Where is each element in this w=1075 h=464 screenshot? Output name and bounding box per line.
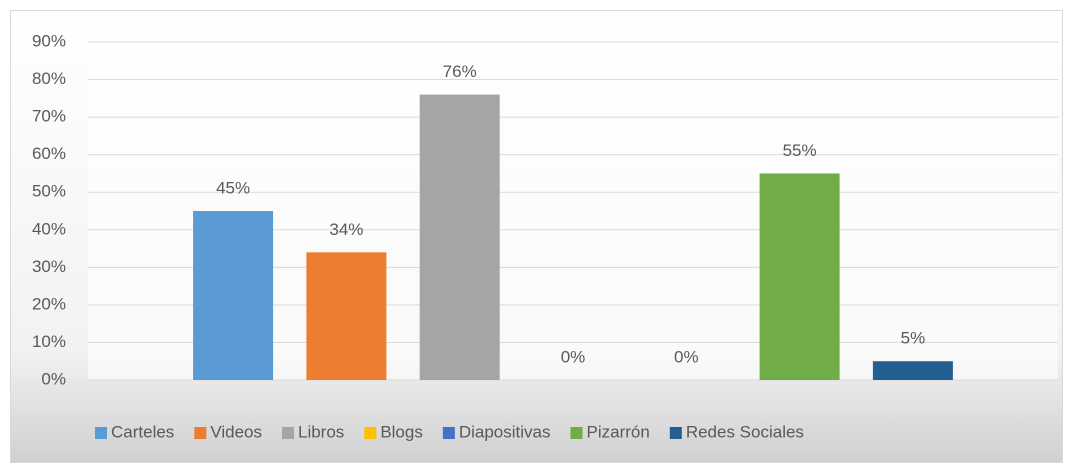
- y-tick-label: 10%: [32, 332, 66, 351]
- bar: [872, 361, 953, 380]
- bar: [193, 211, 274, 380]
- legend-label: Carteles: [111, 422, 174, 441]
- legend-label: Diapositivas: [459, 422, 551, 441]
- y-tick-label: 80%: [32, 69, 66, 88]
- legend-swatch: [364, 427, 377, 439]
- bar: [306, 252, 387, 380]
- legend-label: Libros: [298, 422, 344, 441]
- legend-label: Redes Sociales: [686, 422, 804, 441]
- bar: [419, 94, 500, 381]
- legend-swatch: [442, 427, 455, 439]
- y-tick-label: 0%: [41, 369, 66, 388]
- data-label: 0%: [561, 347, 586, 366]
- data-label: 5%: [901, 329, 926, 348]
- data-label: 45%: [216, 178, 250, 197]
- y-tick-label: 40%: [32, 219, 66, 238]
- legend-label: Pizarrón: [587, 422, 650, 441]
- data-label: 55%: [783, 141, 817, 160]
- y-tick-label: 50%: [32, 182, 66, 201]
- legend-swatch: [570, 427, 583, 439]
- data-label: 34%: [329, 220, 363, 239]
- legend-label: Videos: [210, 422, 262, 441]
- legend-label: Blogs: [380, 422, 423, 441]
- y-tick-label: 30%: [32, 257, 66, 276]
- y-tick-label: 60%: [32, 144, 66, 163]
- y-tick-label: 90%: [32, 31, 66, 50]
- legend-swatch: [194, 427, 207, 439]
- y-tick-label: 20%: [32, 294, 66, 313]
- legend-swatch: [669, 427, 682, 439]
- data-label: 76%: [443, 62, 477, 81]
- legend-swatch: [95, 427, 107, 439]
- data-label: 0%: [674, 347, 699, 366]
- legend-swatch: [282, 427, 294, 439]
- y-tick-label: 70%: [32, 107, 66, 126]
- bar: [759, 173, 840, 380]
